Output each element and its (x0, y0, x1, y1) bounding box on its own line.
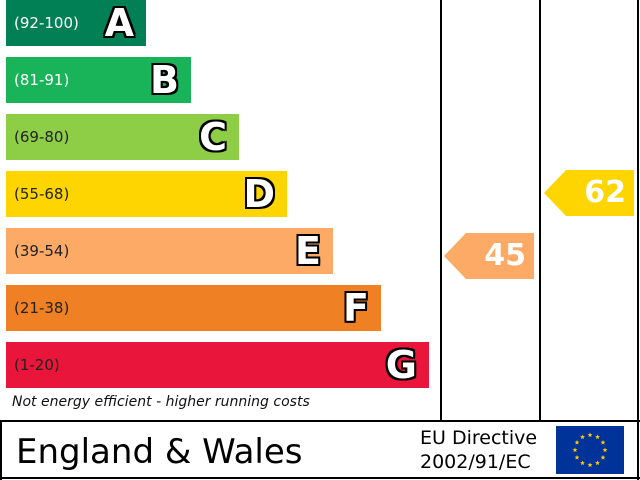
footer-divider (0, 420, 640, 422)
flag-star (572, 447, 578, 453)
band-range: (92-100) (14, 14, 79, 32)
band-range: (21-38) (14, 299, 70, 317)
band-letter: E (295, 229, 321, 273)
band-letter: A (104, 1, 134, 45)
band-letter: F (343, 286, 369, 330)
flag-star (587, 462, 593, 468)
band-letter: C (199, 115, 227, 159)
flag-star (595, 460, 600, 466)
current-rating-arrow (444, 233, 534, 279)
eu-directive: EU Directive 2002/91/EC (420, 426, 537, 474)
flag-star (602, 447, 608, 453)
band-range: (55-68) (14, 185, 70, 203)
band-d: (55-68) D (6, 171, 287, 217)
band-letter: B (150, 58, 179, 102)
potential-rating-value: 62 (584, 175, 626, 210)
left-border-footer (0, 420, 2, 480)
current-rating-value: 45 (484, 238, 526, 273)
flag-star (595, 434, 600, 440)
footer-note: Not energy efficient - higher running co… (12, 394, 310, 410)
current-rating-value-box: 45 (444, 233, 534, 279)
eu-directive-line2: 2002/91/EC (420, 451, 531, 473)
potential-rating-value-box: 62 (544, 170, 634, 216)
band-b: (81-91) B (6, 57, 191, 103)
band-g: (1-20) G (6, 342, 429, 388)
band-letter: G (385, 343, 417, 387)
band-range: (81-91) (14, 71, 70, 89)
column-divider-potential (539, 0, 541, 422)
eu-flag-icon (556, 426, 624, 474)
flag-star (574, 439, 580, 445)
flag-star (580, 460, 585, 466)
band-range: (39-54) (14, 242, 70, 260)
flag-star (600, 439, 606, 445)
band-f: (21-38) F (6, 285, 381, 331)
right-border (637, 0, 639, 480)
flag-star (587, 432, 593, 438)
band-e: (39-54) E (6, 228, 333, 274)
band-range: (1-20) (14, 356, 60, 374)
flag-star (574, 454, 580, 460)
band-a: (92-100) A (6, 0, 146, 46)
column-divider-current (440, 0, 442, 422)
potential-rating-arrow (544, 170, 634, 216)
band-c: (69-80) C (6, 114, 239, 160)
flag-star (580, 434, 585, 440)
band-letter: D (243, 172, 275, 216)
band-range: (69-80) (14, 128, 70, 146)
flag-star (600, 454, 606, 460)
country-label: England & Wales (16, 432, 303, 472)
eu-directive-line1: EU Directive (420, 427, 538, 449)
bottom-border (0, 477, 640, 479)
